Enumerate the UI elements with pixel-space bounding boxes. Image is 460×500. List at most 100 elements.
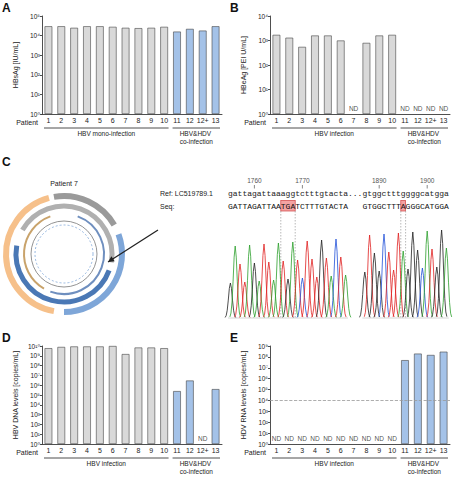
svg-text:6: 6 [339,447,343,454]
svg-text:2: 2 [287,117,291,124]
svg-text:10⁰: 10⁰ [258,111,268,118]
svg-text:13: 13 [212,447,220,454]
svg-text:HBV infection: HBV infection [315,130,355,137]
svg-text:10⁹: 10⁹ [30,352,40,359]
svg-text:7: 7 [124,447,128,454]
svg-text:4: 4 [313,117,317,124]
svg-text:Ref: LC519789.1: Ref: LC519789.1 [160,190,213,197]
svg-text:2: 2 [59,447,63,454]
svg-text:ND: ND [362,435,372,442]
svg-text:13: 13 [440,117,448,124]
svg-text:7: 7 [124,117,128,124]
svg-text:10³: 10³ [31,411,41,418]
svg-text:co-infection: co-infection [180,468,214,475]
svg-text:10⁴: 10⁴ [258,397,268,404]
svg-text:10¹: 10¹ [31,431,41,438]
svg-text:10⁰: 10⁰ [30,441,40,448]
svg-text:10¹: 10¹ [259,86,269,93]
svg-text:ND: ND [439,105,449,112]
svg-text:10²: 10² [259,419,269,426]
svg-text:9: 9 [149,447,153,454]
svg-text:8: 8 [364,447,368,454]
svg-text:13: 13 [212,117,220,124]
svg-text:2: 2 [287,447,291,454]
svg-text:10³: 10³ [259,408,269,415]
svg-text:GATTAGATTAATGATCTTTGTACTA: GATTAGATTAATGATCTTTGTACTA [228,202,348,211]
svg-text:A: A [2,1,11,15]
svg-text:10³: 10³ [31,52,41,59]
svg-text:10⁴: 10⁴ [30,401,40,408]
svg-text:6: 6 [111,117,115,124]
svg-text:ND: ND [400,105,410,112]
svg-text:co-infection: co-infection [180,138,214,145]
svg-text:2: 2 [59,117,63,124]
svg-text:13: 13 [440,447,448,454]
svg-text:ND: ND [272,435,282,442]
svg-text:1900: 1900 [420,177,435,184]
svg-text:10¹⁰: 10¹⁰ [28,343,40,350]
svg-text:ND: ND [297,435,307,442]
svg-text:Seq:: Seq: [160,203,174,211]
svg-text:4: 4 [85,117,89,124]
svg-text:10⁶: 10⁶ [258,375,268,382]
svg-text:Patient: Patient [244,119,266,126]
svg-text:ND: ND [336,435,346,442]
svg-text:10²: 10² [31,71,41,78]
svg-text:10⁴: 10⁴ [30,32,40,39]
svg-text:E: E [230,331,238,345]
svg-text:...: ... [348,189,362,198]
svg-text:4: 4 [85,447,89,454]
svg-text:10⁰: 10⁰ [258,441,268,448]
svg-text:D: D [2,331,11,345]
svg-text:GTGGCTTTAGGGCATGGA: GTGGCTTTAGGGCATGGA [362,202,449,211]
svg-text:ND: ND [349,105,359,112]
svg-text:1770: 1770 [295,177,310,184]
svg-text:HBsAg [IU/mL]: HBsAg [IU/mL] [12,42,20,88]
svg-text:HBV mono-infection: HBV mono-infection [77,130,135,137]
svg-text:7: 7 [352,447,356,454]
svg-text:10¹: 10¹ [31,91,41,98]
svg-text:3: 3 [300,447,304,454]
svg-text:5: 5 [98,117,102,124]
svg-text:HBeAg [PEI U/mL]: HBeAg [PEI U/mL] [240,36,248,94]
svg-text:10⁹: 10⁹ [258,343,268,350]
svg-text:co-infection: co-infection [408,468,442,475]
svg-text:9: 9 [377,447,381,454]
svg-text:HBV&HDV: HBV&HDV [180,130,213,137]
svg-text:HBV infection: HBV infection [315,460,355,467]
svg-text:1890: 1890 [372,177,387,184]
svg-text:10¹: 10¹ [259,430,269,437]
svg-text:HBV DNA levels [copies/mL]: HBV DNA levels [copies/mL] [12,351,20,439]
svg-text:10⁰: 10⁰ [30,111,40,118]
svg-text:1760: 1760 [247,177,262,184]
svg-text:4: 4 [313,447,317,454]
svg-text:8: 8 [364,117,368,124]
svg-text:HBV infection: HBV infection [87,460,127,467]
svg-text:10⁵: 10⁵ [258,386,268,393]
svg-text:1: 1 [46,447,50,454]
svg-text:10: 10 [160,447,168,454]
svg-text:co-infection: co-infection [408,138,442,145]
svg-text:10: 10 [160,117,168,124]
svg-text:10⁶: 10⁶ [30,382,40,389]
svg-text:12: 12 [186,117,194,124]
svg-text:12+: 12+ [425,447,437,454]
svg-text:12: 12 [414,447,422,454]
svg-text:5: 5 [326,447,330,454]
svg-text:ND: ND [310,435,320,442]
svg-text:ND: ND [426,105,436,112]
svg-text:HBV&HDV: HBV&HDV [408,130,441,137]
svg-text:5: 5 [326,117,330,124]
svg-text:11: 11 [401,447,408,454]
svg-text:ND: ND [375,435,385,442]
svg-text:gattagattaaaggtctttgtacta: gattagattaaaggtctttgtacta [228,189,348,198]
svg-text:Patient: Patient [16,119,38,126]
svg-text:11: 11 [401,117,408,124]
svg-text:9: 9 [377,117,381,124]
svg-text:3: 3 [72,117,76,124]
svg-text:HBV&HDV: HBV&HDV [180,460,213,467]
svg-text:1: 1 [274,117,278,124]
svg-text:11: 11 [173,117,180,124]
svg-text:10⁸: 10⁸ [258,353,268,360]
svg-text:B: B [230,1,239,15]
